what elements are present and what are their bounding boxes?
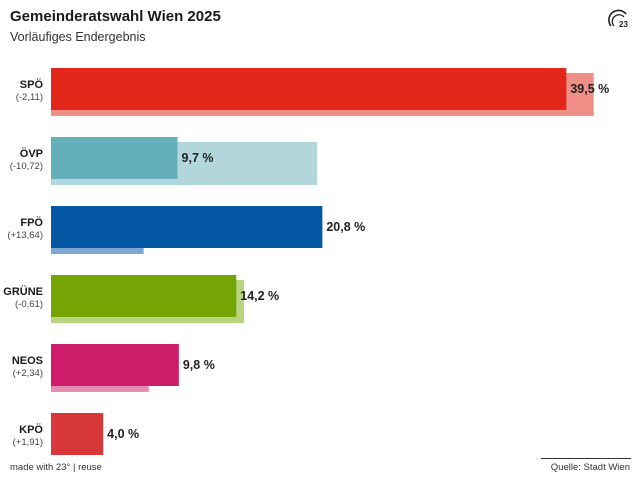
bar-gruene[interactable] (51, 275, 237, 317)
value-label-spoe: 39,5 % (570, 82, 609, 96)
category-label-spoe: SPÖ (20, 78, 44, 91)
logo-23-icon: 23 (608, 9, 628, 29)
bar-fpoe[interactable] (51, 206, 323, 248)
bar-spoe[interactable] (51, 68, 567, 110)
change-label-spoe: (-2,11) (16, 92, 43, 103)
bar-kpoe[interactable] (51, 413, 104, 455)
value-label-oevp: 9,7 % (182, 151, 214, 165)
change-label-oevp: (-10,72) (10, 161, 43, 172)
category-label-kpoe: KPÖ (19, 423, 43, 436)
change-label-gruene: (-0,61) (15, 299, 43, 310)
category-label-neos: NEOS (12, 355, 43, 367)
change-label-fpoe: (+13,64) (7, 230, 43, 241)
chart-title: Gemeinderatswahl Wien 2025 (10, 8, 221, 25)
made-with-link[interactable]: made with 23° (10, 462, 71, 473)
reuse-link[interactable]: reuse (78, 462, 102, 473)
bar-neos[interactable] (51, 344, 179, 386)
footer-divider (541, 458, 631, 459)
bar-oevp[interactable] (51, 137, 178, 179)
value-label-neos: 9,8 % (183, 358, 215, 372)
svg-text:23: 23 (619, 20, 628, 29)
category-label-fpoe: FPÖ (20, 216, 43, 229)
bar-chart: 39,5 % SPÖ(-2,11) 9,7 % ÖVP(-10,72) 20,8 % FP… (3, 68, 609, 455)
footer-separator: | (72, 462, 76, 473)
change-label-neos: (+2,34) (13, 368, 43, 379)
footer-credit: made with 23° | reuse (10, 462, 102, 473)
chart-subtitle: Vorläufiges Endergebnis (10, 30, 146, 44)
category-label-gruene: GRÜNE (3, 285, 43, 298)
source-note: Quelle: Stadt Wien (550, 462, 630, 473)
value-label-gruene: 14,2 % (240, 289, 279, 303)
change-label-kpoe: (+1,91) (13, 437, 43, 448)
value-label-kpoe: 4,0 % (107, 427, 139, 441)
value-label-fpoe: 20,8 % (326, 220, 365, 234)
category-label-oevp: ÖVP (20, 147, 43, 160)
